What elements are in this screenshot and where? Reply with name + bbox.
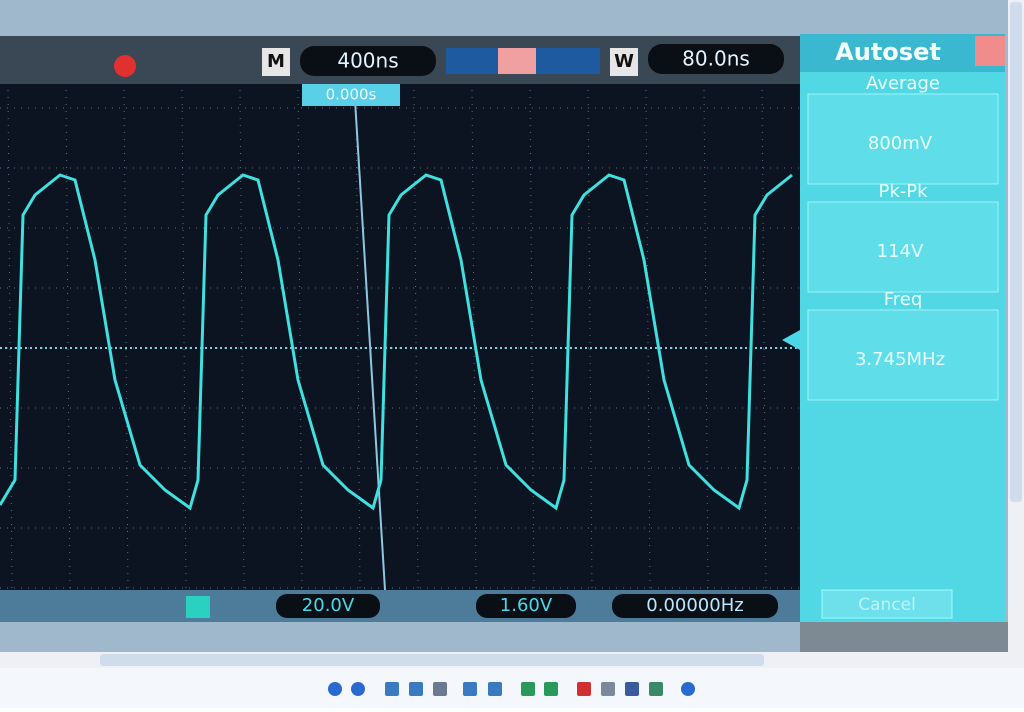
item-value: 800mV — [868, 133, 933, 154]
m-box — [262, 48, 290, 76]
w-label: W — [614, 51, 634, 72]
cancel-btn — [821, 589, 953, 619]
tool-button[interactable] — [544, 682, 558, 696]
tool-button[interactable] — [433, 682, 447, 696]
window-box — [648, 44, 784, 74]
item-value: 3.745MHz — [855, 349, 945, 370]
level-marker — [782, 330, 800, 350]
tool-button[interactable] — [649, 682, 663, 696]
trigger-box — [302, 84, 400, 106]
scale-box — [276, 594, 380, 618]
item-box — [807, 93, 999, 185]
tool-button[interactable] — [488, 682, 502, 696]
bezel — [800, 622, 1008, 652]
screen — [0, 84, 800, 590]
tool-button[interactable] — [601, 682, 615, 696]
trigger-level: 1.60V — [500, 595, 553, 616]
timebase: 400ns — [337, 49, 398, 73]
trigger-pos: 0.000s — [326, 86, 377, 104]
window: 80.0ns — [682, 47, 750, 71]
item-label: Pk-Pk — [878, 181, 928, 202]
ch-icon — [186, 596, 210, 618]
window-sel — [498, 48, 536, 74]
item-label: Average — [866, 73, 940, 94]
waveform — [0, 173, 793, 511]
grid — [0, 89, 800, 591]
v-thumb[interactable] — [1010, 2, 1022, 502]
freq-box — [612, 594, 778, 618]
tool-button[interactable] — [625, 682, 639, 696]
item-value: 114V — [877, 241, 924, 262]
close — [975, 36, 1005, 66]
toolbar — [0, 668, 1024, 708]
tool-button[interactable] — [521, 682, 535, 696]
tool-button[interactable] — [577, 682, 591, 696]
center-v — [354, 99, 386, 591]
frequency: 0.00000Hz — [646, 595, 743, 616]
panel-header — [800, 34, 1005, 72]
tool-button[interactable] — [463, 682, 477, 696]
channel-scale: 20.0V — [302, 595, 355, 616]
item-box — [807, 309, 999, 401]
cancel: Cancel — [858, 595, 916, 615]
item-label: Freq — [884, 289, 923, 310]
tool-button[interactable] — [681, 682, 695, 696]
w-box — [610, 48, 638, 76]
record-icon — [114, 55, 136, 77]
tool-button[interactable] — [351, 682, 365, 696]
tool-button[interactable] — [385, 682, 399, 696]
level-box — [476, 594, 576, 618]
tool-button[interactable] — [328, 682, 342, 696]
panel-title: Autoset — [835, 38, 941, 66]
m-label: M — [267, 51, 285, 72]
tool-button[interactable] — [409, 682, 423, 696]
item-box — [807, 201, 999, 293]
h-thumb[interactable] — [100, 654, 764, 666]
timebase-box — [300, 46, 436, 76]
